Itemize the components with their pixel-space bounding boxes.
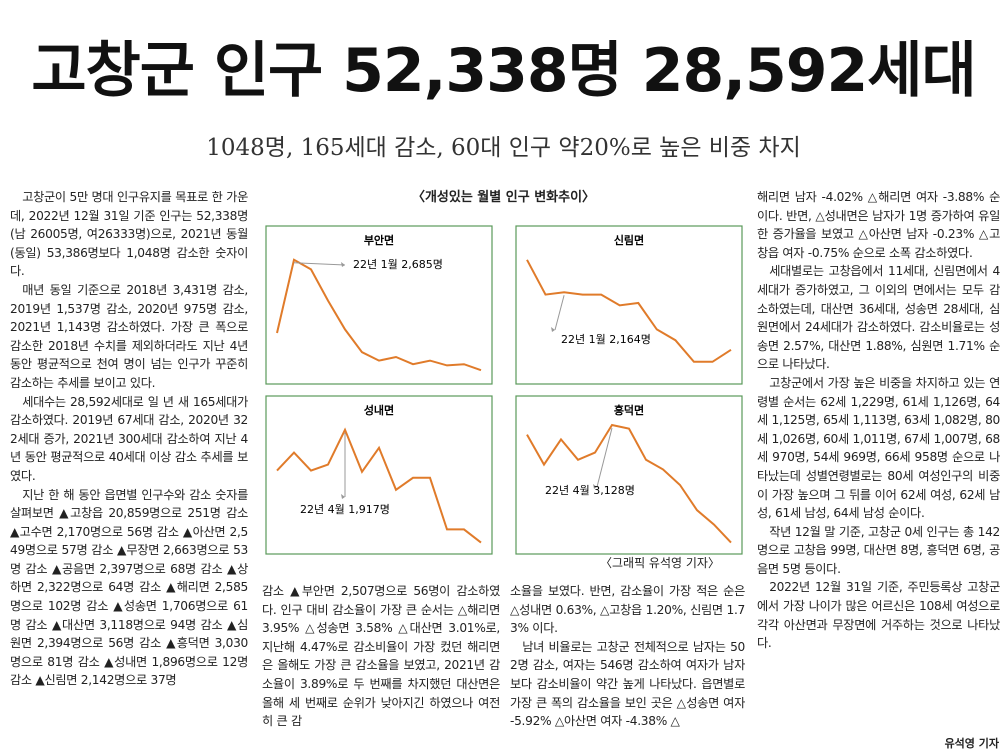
line-series [276,258,482,372]
annotation-arrow [596,427,613,488]
chart-title: 성내면 [364,403,394,417]
chart: 부안면 22년 1월 2,685명 [265,225,493,385]
credit: 〈그래픽 유석영 기자〉 [600,556,720,570]
subtitle: 1048명, 165세대 감소, 60대 인구 약20%로 높은 비중 차지 [206,135,801,161]
headline: 고창군 인구 52,338명 28,592세대 [31,36,976,106]
arrow-head [593,484,597,489]
text-column: 소율을 보였다. 반면, 감소율이 가장 적은 순은 △성내면 0.63%, △… [510,582,745,731]
annotation-arrow [554,295,565,331]
chart-title: 흥덕면 [614,403,644,417]
chart-title: 신림면 [614,233,644,247]
annotation: 22년 1월 2,164명 [561,333,651,346]
paragraph: 2022년 12월 31일 기준, 주민등록상 고창군에서 가장 나이가 많은 … [757,580,1000,651]
paragraph: 고창군에서 가장 높은 비중을 차지하고 있는 연령별 순서는 62세 1,22… [757,375,1000,521]
arrow-head [341,262,345,267]
chart: 신림면 22년 1월 2,164명 [515,225,743,385]
chart-frame [515,395,743,555]
charts-title: 〈개성있는 월별 인구 변화추이〉 [411,190,596,205]
annotation: 22년 1월 2,685명 [353,258,443,271]
paragraph: 세대별로는 고창읍에서 11세대, 신림면에서 4세대가 증가하였고, 그 이외… [757,264,1000,372]
text-column: 감소 ▲부안면 2,507명으로 56명이 감소하였다. 인구 대비 감소율이 … [262,582,500,731]
paragraph: 매년 동일 기준으로 2018년 3,431명 감소, 2019년 1,537명… [10,282,248,390]
paragraph: 고창군이 5만 명대 인구유지를 목표로 한 가운데, 2022년 12월 31… [10,190,248,279]
chart-title: 부안면 [364,233,394,247]
arrow-head [341,494,345,499]
text-column: 해리면 남자 -4.02% △해리면 여자 -3.88% 순이다. 반면, △성… [757,188,1000,653]
chart-frame [515,225,743,385]
annotation-arrow [293,262,346,266]
paragraph: 소율을 보였다. 반면, 감소율이 가장 적은 순은 △성내면 0.63%, △… [510,584,745,636]
chart: 성내면 22년 4월 1,917명 [265,395,493,555]
line-series [526,259,732,363]
paragraph: 세대수는 28,592세대로 일 년 새 165세대가 감소하였다. 2019년… [10,394,248,483]
paragraph: 감소 ▲부안면 2,507명으로 56명이 감소하였다. 인구 대비 감소율이 … [262,584,500,729]
byline: 유석영 기자 [944,737,999,750]
chart-frame [265,395,493,555]
annotation: 22년 4월 1,917명 [300,503,390,516]
chart: 흥덕면 22년 4월 3,128명 [515,395,743,555]
paragraph: 남녀 비율로는 고창군 전체적으로 남자는 502명 감소, 여자는 546명 … [510,639,745,729]
annotation: 22년 4월 3,128명 [545,484,635,497]
paragraph: 해리면 남자 -4.02% △해리면 여자 -3.88% 순이다. 반면, △성… [757,190,1000,260]
paragraph: 작년 12월 말 기준, 고창군 0세 인구는 총 142명으로 고창읍 99명… [757,524,1000,576]
paragraph: 지난 한 해 동안 읍면별 인구수와 감소 숫자를 살펴보면 ▲고창읍 20,8… [10,487,248,688]
line-series [526,423,732,544]
line-series [276,427,482,544]
arrow-head [551,327,555,332]
chart-frame [265,225,493,385]
text-column: 고창군이 5만 명대 인구유지를 목표로 한 가운데, 2022년 12월 31… [10,188,248,690]
